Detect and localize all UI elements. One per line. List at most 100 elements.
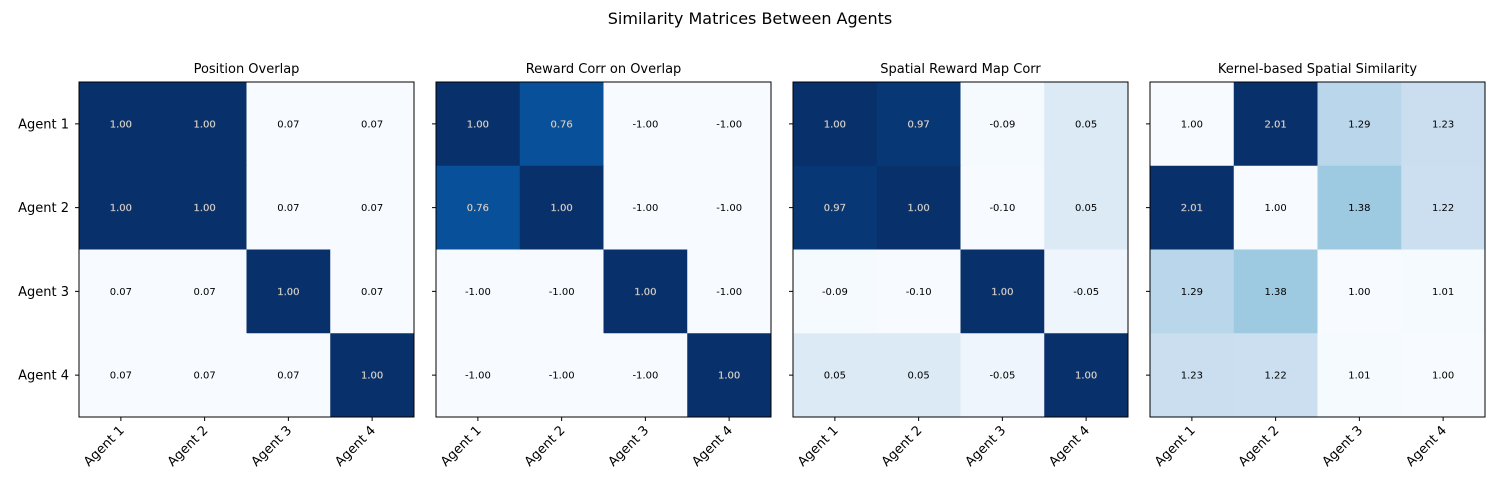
- cell-value-label: 1.00: [634, 287, 656, 298]
- heatmap-cell: [793, 249, 878, 334]
- heatmap-cell: [1150, 249, 1235, 334]
- heatmap-cell: [603, 165, 688, 250]
- cell-value-label: 2.01: [1264, 119, 1286, 130]
- cell-value-label: 0.05: [907, 371, 929, 382]
- panel-title: Kernel-based Spatial Similarity: [1218, 62, 1418, 77]
- heatmap-cell: [436, 82, 521, 167]
- cell-value-label: 1.00: [824, 119, 846, 130]
- x-tick-label: Agent 1: [1152, 423, 1199, 470]
- cell-value-label: 1.22: [1432, 203, 1454, 214]
- panel-title: Position Overlap: [194, 62, 300, 77]
- cell-value-label: -1.00: [632, 371, 658, 382]
- cell-value-label: -1.00: [465, 371, 491, 382]
- heatmap-cell: [330, 249, 415, 334]
- x-tick-label: Agent 3: [1320, 423, 1367, 470]
- x-tick-label: Agent 4: [689, 423, 736, 470]
- x-tick-label: Agent 4: [1403, 423, 1450, 470]
- x-tick-label: Agent 4: [332, 423, 379, 470]
- heatmap-cell: [876, 249, 961, 334]
- cell-value-label: 1.00: [550, 203, 572, 214]
- axes-frame: [78, 81, 415, 418]
- cell-value-label: 1.22: [1264, 371, 1286, 382]
- heatmap-cell: [246, 165, 331, 250]
- axes-frame: [792, 81, 1129, 418]
- panel-title: Reward Corr on Overlap: [526, 62, 682, 77]
- cell-value-label: 1.00: [1181, 119, 1203, 130]
- heatmap-cell: [436, 333, 521, 418]
- cell-value-label: 1.38: [1348, 203, 1370, 214]
- cell-value-label: 1.00: [361, 371, 383, 382]
- cell-value-label: -1.00: [716, 119, 742, 130]
- figure-title: Similarity Matrices Between Agents: [608, 9, 893, 28]
- cell-value-label: 0.07: [277, 119, 299, 130]
- cell-value-label: 1.00: [1348, 287, 1370, 298]
- heatmap-cell: [687, 82, 772, 167]
- panel-title: Spatial Reward Map Corr: [880, 62, 1041, 77]
- cell-value-label: 0.07: [193, 287, 215, 298]
- heatmap-cell: [519, 333, 604, 418]
- heatmap-cell: [1044, 333, 1129, 418]
- cell-value-label: 0.05: [1075, 203, 1097, 214]
- heatmap-cell: [79, 82, 164, 167]
- cell-value-label: 0.97: [824, 203, 846, 214]
- heatmap-cell: [1150, 333, 1235, 418]
- heatmap-cell: [876, 82, 961, 167]
- x-tick-label: Agent 1: [438, 423, 485, 470]
- cell-value-label: 0.07: [193, 371, 215, 382]
- heatmap-cell: [793, 82, 878, 167]
- heatmap-cell: [876, 333, 961, 418]
- heatmap-cell: [960, 249, 1045, 334]
- x-tick-label: Agent 2: [522, 423, 569, 470]
- cell-value-label: -1.00: [716, 287, 742, 298]
- heatmap-cell: [1401, 165, 1486, 250]
- y-tick-label: Agent 3: [18, 285, 69, 300]
- heatmap-cell: [1044, 165, 1129, 250]
- heatmap-cell: [1233, 165, 1318, 250]
- cell-value-label: 0.07: [110, 287, 132, 298]
- heatmap-cell: [1150, 82, 1235, 167]
- heatmap-panel: Spatial Reward Map Corr 1.00 0.97 -0.09 0.05…: [789, 62, 1129, 470]
- x-tick-label: Agent 1: [81, 423, 128, 470]
- heatmap-cell: [79, 249, 164, 334]
- x-tick-label: Agent 3: [963, 423, 1010, 470]
- cell-value-label: 1.23: [1181, 371, 1203, 382]
- x-tick-label: Agent 3: [249, 423, 296, 470]
- cell-value-label: -1.00: [465, 287, 491, 298]
- heatmap-cell: [436, 165, 521, 250]
- heatmap-cell: [1233, 82, 1318, 167]
- x-tick-label: Agent 2: [879, 423, 926, 470]
- cell-value-label: 1.01: [1348, 371, 1370, 382]
- heatmap-cell: [246, 82, 331, 167]
- heatmap-cell: [519, 165, 604, 250]
- heatmap-cell: [960, 165, 1045, 250]
- heatmap-cell: [687, 333, 772, 418]
- cell-value-label: 0.07: [110, 371, 132, 382]
- cell-value-label: 0.05: [1075, 119, 1097, 130]
- heatmap-cell: [687, 165, 772, 250]
- cell-value-label: 1.38: [1264, 287, 1286, 298]
- cell-value-label: 0.07: [361, 287, 383, 298]
- heatmap-cell: [246, 249, 331, 334]
- heatmap-cell: [1401, 249, 1486, 334]
- heatmap-cell: [330, 333, 415, 418]
- cell-value-label: 1.00: [907, 203, 929, 214]
- heatmap-cell: [162, 249, 247, 334]
- y-tick-label: Agent 4: [18, 369, 69, 384]
- cell-value-label: 0.97: [907, 119, 929, 130]
- x-tick-label: Agent 2: [165, 423, 212, 470]
- heatmap-cell: [876, 165, 961, 250]
- cell-value-label: 2.01: [1181, 203, 1203, 214]
- heatmap-cell: [1401, 333, 1486, 418]
- cell-value-label: 1.00: [1075, 371, 1097, 382]
- heatmap-cell: [162, 165, 247, 250]
- heatmap-cell: [79, 165, 164, 250]
- cell-value-label: 0.76: [550, 119, 572, 130]
- heatmap-cell: [162, 82, 247, 167]
- cell-value-label: 1.00: [193, 203, 215, 214]
- cell-value-label: 1.29: [1181, 287, 1203, 298]
- heatmap-cell: [793, 165, 878, 250]
- axes-frame: [435, 81, 772, 418]
- heatmap-cell: [519, 82, 604, 167]
- cell-value-label: 1.00: [110, 203, 132, 214]
- cell-value-label: -0.05: [989, 371, 1015, 382]
